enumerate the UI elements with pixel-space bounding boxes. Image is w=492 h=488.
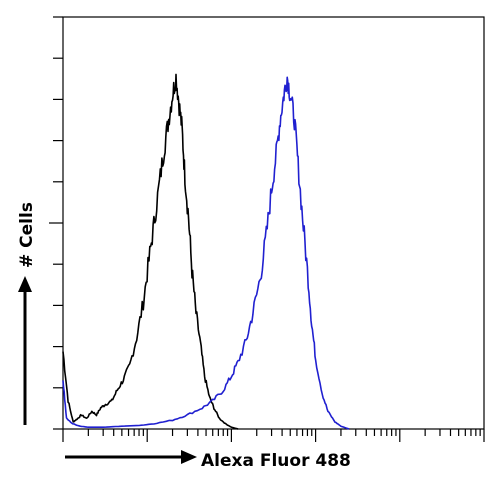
y-axis-label: # Cells	[17, 202, 37, 268]
histogram-series	[62, 73, 350, 430]
series-line-black	[62, 73, 239, 430]
x-axis-ticks	[62, 429, 485, 442]
plot-frame	[62, 16, 485, 430]
x-axis-arrow	[65, 450, 197, 464]
x-axis-label: Alexa Fluor 488	[201, 451, 351, 471]
y-axis-ticks	[49, 16, 63, 430]
series-line-blue	[62, 76, 350, 430]
y-axis-arrow	[18, 276, 32, 425]
